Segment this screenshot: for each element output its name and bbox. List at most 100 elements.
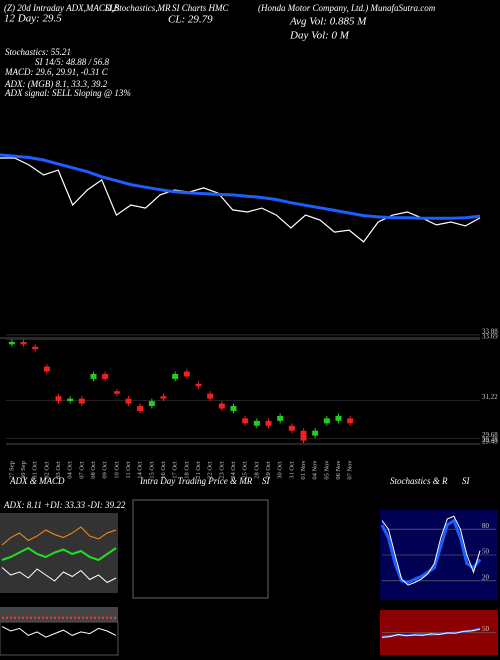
candle-body (102, 373, 109, 379)
candle-body (32, 346, 39, 350)
candle-body (67, 398, 74, 402)
y-tick-label: 31.22 (482, 393, 498, 401)
x-tick-label: 01 Oct (32, 461, 39, 479)
macd-panel-top (0, 607, 118, 622)
candle-body (183, 371, 190, 377)
x-tick-label: 07 Nov (347, 460, 354, 480)
panel-subtitle: SI (262, 476, 271, 486)
y-tick-label: 29.43 (482, 437, 498, 445)
x-tick-label: 15 Oct (148, 461, 155, 479)
x-tick-label: 18 Oct (183, 461, 190, 479)
x-tick-label: 11 Oct (125, 461, 132, 478)
candle-body (148, 401, 155, 407)
y-tick-label: 20 (482, 573, 490, 581)
series-line (0, 157, 481, 243)
y-tick-label: 50 (482, 625, 490, 633)
candle-body (172, 373, 179, 379)
x-tick-label: 09 Oct (102, 461, 109, 479)
x-tick-label: 17 Oct (172, 461, 179, 479)
header: Avg Vol: 0.885 M (289, 16, 367, 28)
candle-body (347, 418, 354, 424)
candle-body (277, 415, 284, 421)
series-line (0, 153, 481, 220)
x-tick-label: 21 Oct (195, 461, 202, 479)
header: (Z) 20d Intraday ADX,MACD,B (4, 3, 120, 13)
macd-panel (0, 621, 119, 656)
x-tick-label: 28 Oct (253, 461, 260, 479)
candle-body (323, 418, 330, 424)
header: SI,Stochastics,MR (105, 3, 171, 13)
series-line (380, 518, 482, 585)
candle-body (90, 373, 97, 379)
x-tick-label: 22 Oct (207, 461, 214, 479)
panel-subtitle: SI (462, 476, 471, 486)
candle-body (335, 415, 342, 421)
x-tick-label: 29 Oct (265, 461, 272, 479)
candle-body (160, 396, 167, 399)
y-tick-label: 33.69 (482, 332, 498, 340)
candle-body (20, 341, 27, 345)
candle-body (230, 406, 237, 411)
header: CL: 29.79 (168, 14, 213, 26)
x-tick-label: 14 Oct (137, 461, 144, 479)
candle-body (55, 396, 62, 402)
candle-body (137, 406, 144, 411)
candle-body (113, 391, 120, 394)
header: ADX: (MGB) 8.1, 33.3, 39.2 (4, 79, 108, 89)
panel-subtitle: ADX: 8.11 +DI: 33.33 -DI: 39.22 (3, 500, 126, 510)
y-tick-label: 29.48 (482, 436, 498, 444)
series-line (1, 546, 117, 562)
x-tick-label: 02 Oct (43, 461, 50, 479)
x-tick-label: 24 Oct (230, 461, 237, 479)
x-tick-label: 30 Sep (20, 461, 27, 479)
x-tick-label: 31 Oct (288, 461, 295, 479)
header: 12 Day: 29.5 (4, 13, 62, 25)
y-tick-label: 80 (482, 522, 490, 530)
candle-body (125, 398, 132, 404)
candle-body (253, 420, 260, 426)
x-tick-label: 05 Nov (323, 460, 330, 480)
panel-title: Stochastics & R (390, 476, 448, 486)
header: SI 14/5: 48.88 / 56.8 (35, 57, 109, 67)
x-tick-label: 16 Oct (160, 461, 167, 479)
candle-body (265, 420, 272, 426)
x-tick-label: 08 Oct (90, 461, 97, 479)
header: ADX signal: SELL Sloping @ 13% (4, 88, 131, 98)
y-tick-label: 50 (482, 548, 490, 556)
x-tick-label: 03 Oct (55, 461, 62, 479)
x-tick-label: 07 Oct (78, 461, 85, 479)
intraday-panel (132, 499, 269, 599)
header: (Honda Motor Company, Ltd.) MunafaSutra.… (258, 3, 436, 13)
series-line (1, 567, 117, 584)
candle-body (207, 393, 214, 399)
x-tick-label: 06 Nov (335, 460, 342, 480)
x-tick-label: 04 Oct (67, 461, 74, 479)
panel-title: Intra Day Trading Price & MR (139, 476, 253, 486)
candle-body (43, 366, 50, 372)
candle-body (300, 430, 307, 441)
x-tick-label: 10 Oct (113, 461, 120, 479)
x-tick-label: 01 Nov (300, 460, 307, 480)
panel-title: ADX & MACD (9, 476, 65, 486)
x-tick-label: 27 Sep (8, 461, 15, 479)
x-tick-label: 23 Oct (218, 461, 225, 479)
x-tick-label: 25 Oct (242, 461, 249, 479)
header: Stochastics: 55.21 (5, 47, 71, 57)
candle-body (288, 425, 295, 431)
header: SI Charts HMC (172, 3, 230, 13)
x-tick-label: 30 Oct (277, 461, 284, 479)
header: MACD: 29.6, 29.91, -0.31 C (4, 67, 109, 77)
x-tick-label: 04 Nov (312, 460, 319, 480)
candle-body (78, 398, 85, 404)
candle-body (218, 403, 225, 409)
y-tick-label: 29.68 (482, 431, 498, 439)
y-tick-label: 33.88 (482, 328, 498, 336)
series-line (1, 526, 117, 546)
header: Day Vol: 0 M (289, 30, 350, 42)
candle-body (8, 341, 15, 345)
candle-body (312, 430, 319, 436)
series-line (381, 628, 481, 638)
series-line (381, 515, 481, 586)
series-line (1, 626, 117, 638)
